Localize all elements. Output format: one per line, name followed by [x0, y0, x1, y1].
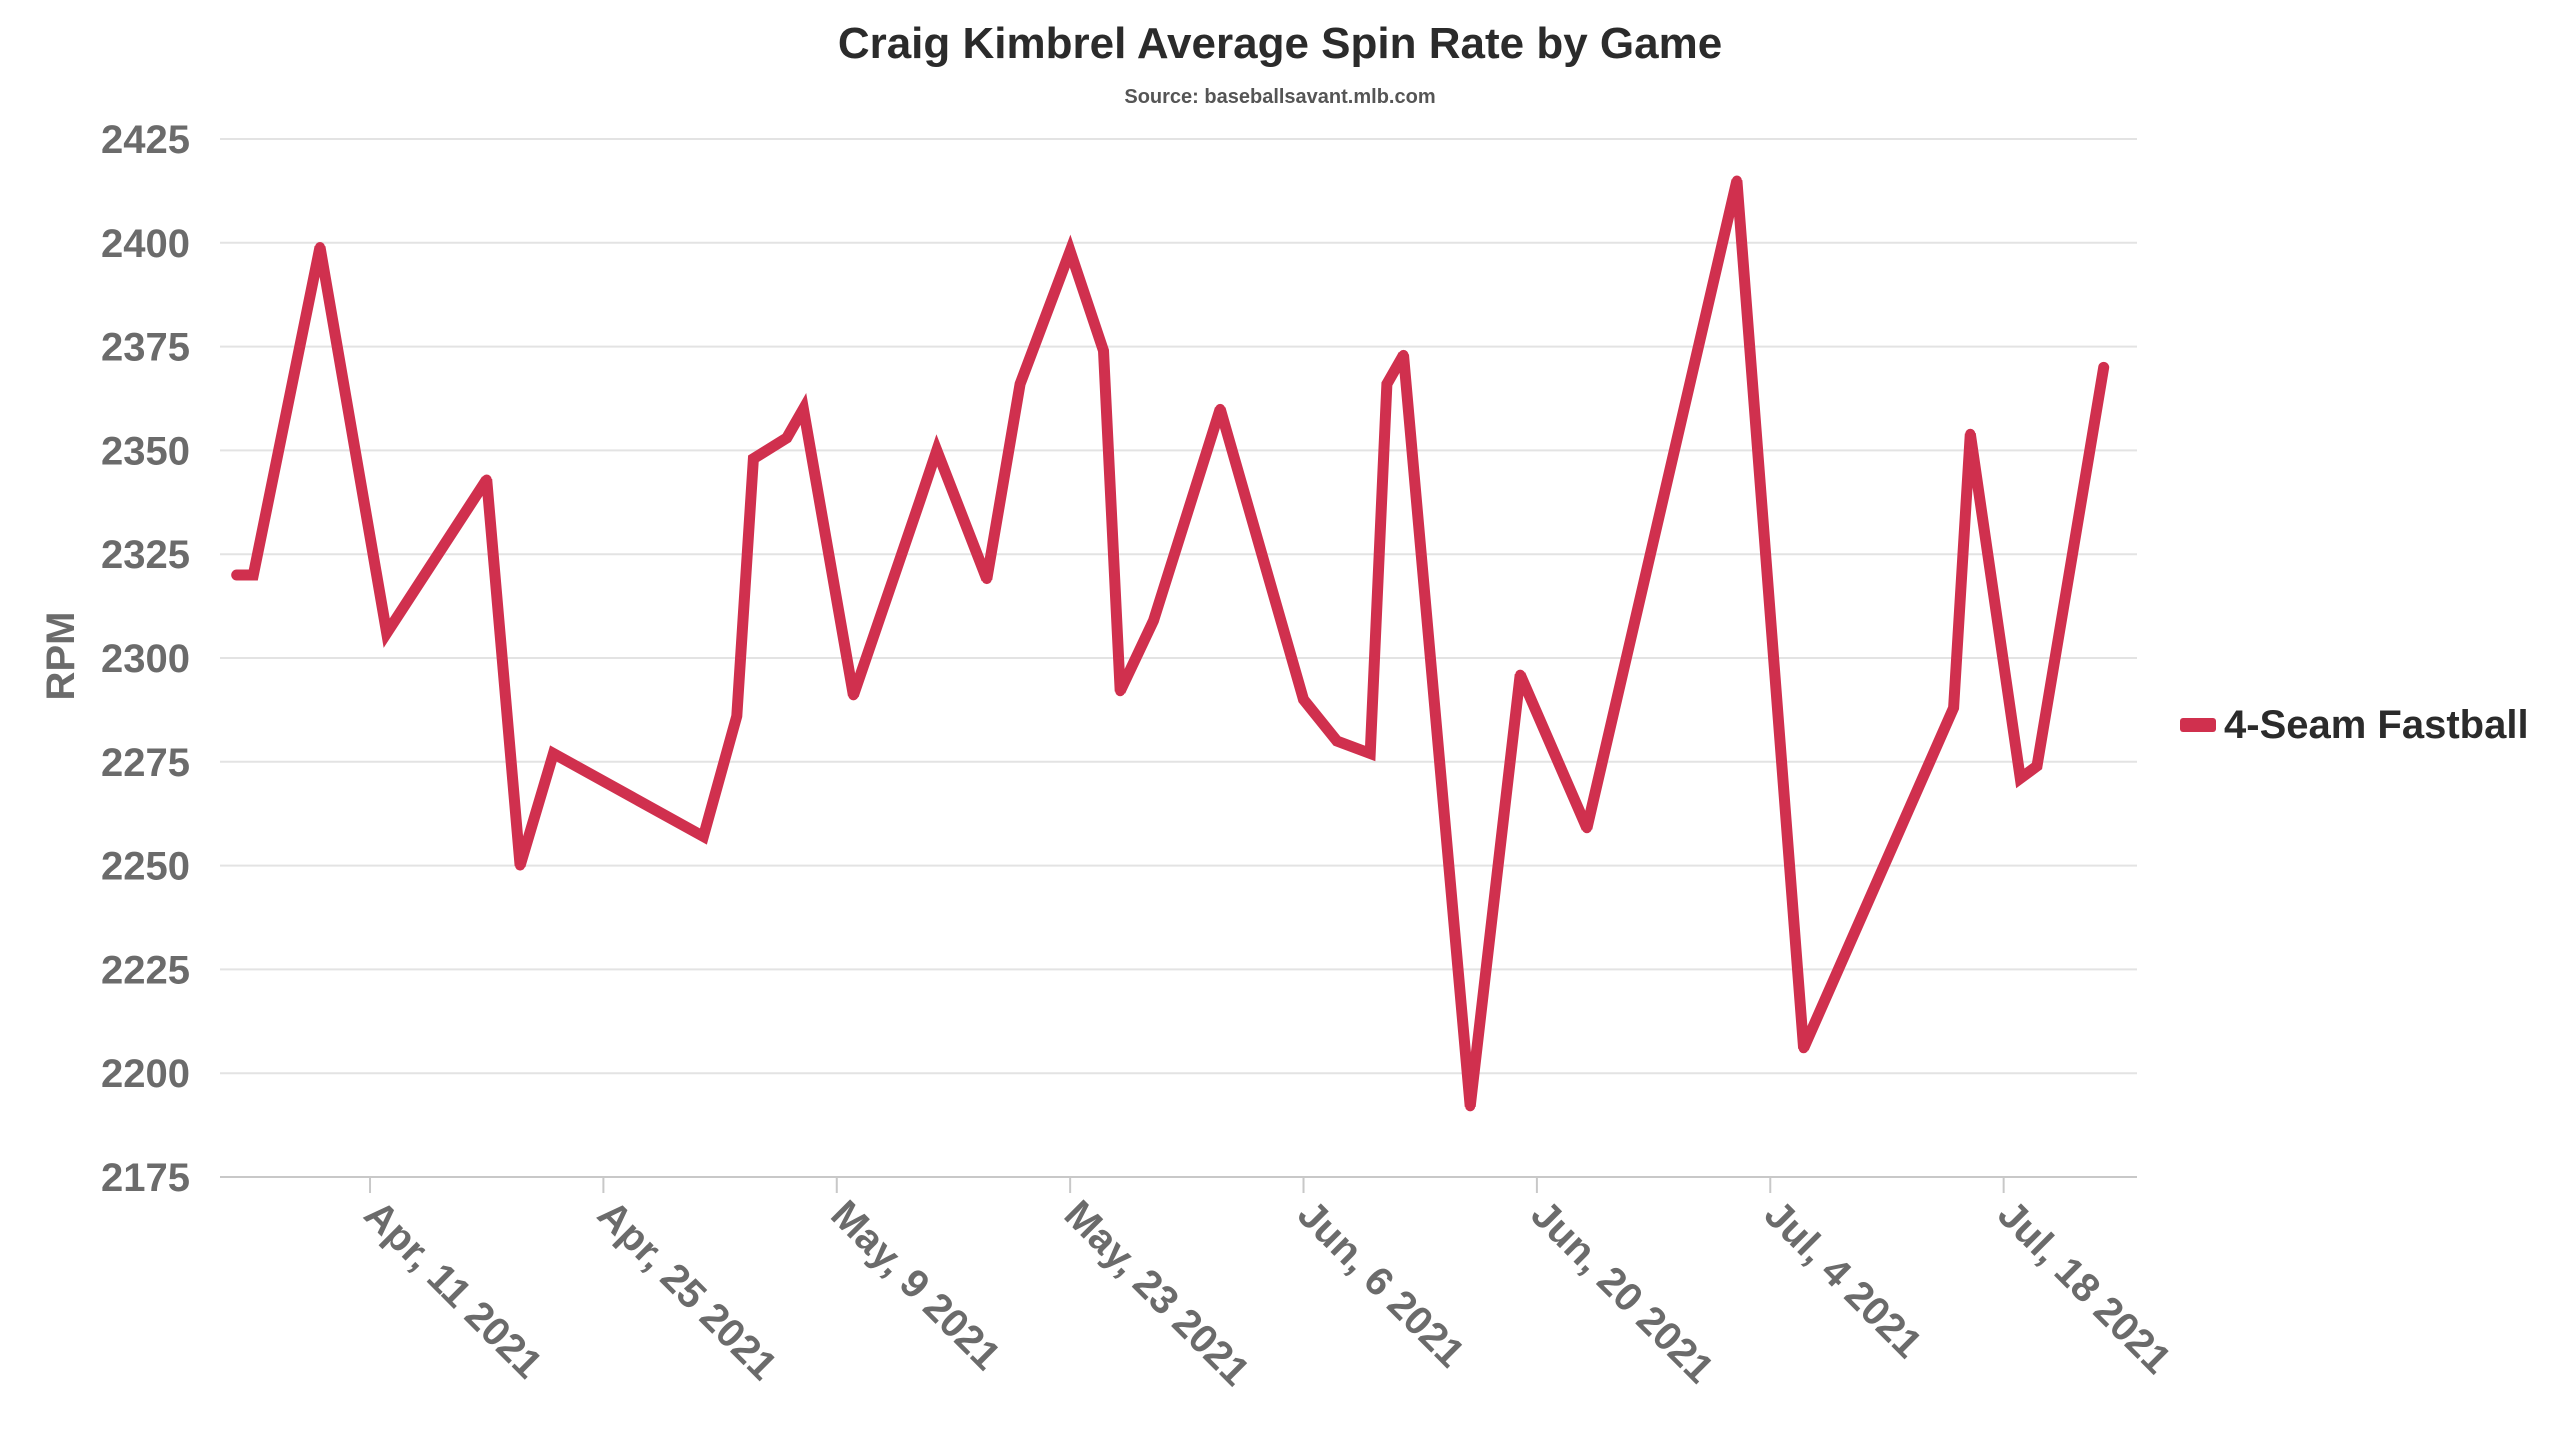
- data-point[interactable]: [698, 831, 709, 842]
- data-point[interactable]: [798, 403, 809, 414]
- x-tick-label: Jun, 20 2021: [1523, 1192, 1722, 1391]
- data-point[interactable]: [2098, 362, 2109, 373]
- y-tick-label: 2175: [101, 1156, 190, 1200]
- data-point[interactable]: [248, 570, 259, 580]
- data-point[interactable]: [1331, 736, 1342, 746]
- data-point[interactable]: [1298, 694, 1309, 705]
- data-point[interactable]: [1098, 345, 1109, 356]
- data-point[interactable]: [515, 860, 526, 871]
- data-point[interactable]: [1965, 428, 1976, 439]
- y-tick-label: 2300: [101, 637, 190, 681]
- data-point[interactable]: [381, 628, 392, 639]
- data-point[interactable]: [915, 495, 926, 506]
- legend[interactable]: 4-Seam Fastball: [2180, 703, 2529, 747]
- y-tick-label: 2275: [101, 741, 190, 785]
- legend-label-4-seam-fastball: 4-Seam Fastball: [2224, 703, 2529, 747]
- data-point[interactable]: [1398, 349, 1409, 360]
- x-tick-label: Jul, 4 2021: [1756, 1192, 1930, 1366]
- data-point[interactable]: [315, 242, 325, 252]
- data-point[interactable]: [1148, 615, 1159, 626]
- chart-title: Craig Kimbrel Average Spin Rate by Game: [838, 19, 1722, 68]
- data-point[interactable]: [1015, 379, 1026, 389]
- data-point[interactable]: [481, 474, 492, 485]
- x-tick-label: Jun, 6 2021: [1289, 1192, 1473, 1376]
- series-line-4-seam-fastball[interactable]: [231, 179, 2110, 1108]
- series-layer: [231, 175, 2110, 1112]
- y-tick-label: 2375: [101, 326, 190, 370]
- y-tick-label: 2250: [101, 845, 190, 889]
- x-tick-label: Apr, 25 2021: [589, 1192, 785, 1388]
- x-axis-ticks: Apr, 11 2021 Apr, 25 2021 May, 9 2021 May, …: [356, 1177, 2179, 1394]
- x-tick-label: May, 9 2021: [822, 1192, 1008, 1378]
- data-point[interactable]: [781, 432, 792, 443]
- data-point[interactable]: [1365, 748, 1376, 759]
- data-point[interactable]: [748, 453, 759, 464]
- y-tick-label: 2425: [101, 118, 190, 162]
- data-point[interactable]: [1581, 823, 1592, 834]
- data-point[interactable]: [1215, 403, 1226, 414]
- data-point[interactable]: [848, 690, 859, 701]
- data-point[interactable]: [1065, 246, 1076, 257]
- data-point[interactable]: [2015, 773, 2026, 784]
- y-tick-label: 2350: [101, 429, 190, 473]
- y-axis-ticks: 2175 2200 2225 2250 2275 2300 2325 2350 2375 2400…: [101, 118, 190, 1200]
- data-point[interactable]: [1465, 1101, 1476, 1112]
- data-point[interactable]: [1115, 686, 1126, 697]
- y-tick-label: 2200: [101, 1052, 190, 1096]
- data-point[interactable]: [1798, 1043, 1809, 1054]
- y-tick-label: 2400: [101, 222, 190, 266]
- data-point[interactable]: [231, 570, 242, 580]
- x-tick-label: Jul, 18 2021: [1989, 1192, 2179, 1382]
- chart-subtitle: Source: baseballsavant.mlb.com: [1124, 86, 1435, 108]
- data-point[interactable]: [548, 748, 559, 759]
- data-point[interactable]: [1381, 379, 1392, 389]
- data-point[interactable]: [931, 445, 942, 456]
- data-point[interactable]: [1731, 175, 1742, 186]
- y-tick-label: 2325: [101, 533, 190, 577]
- data-point[interactable]: [2032, 761, 2042, 771]
- legend-swatch-4-seam-fastball: [2180, 718, 2216, 732]
- y-axis-label: RPM: [39, 612, 83, 701]
- data-point[interactable]: [731, 711, 742, 722]
- x-tick-label: May, 23 2021: [1056, 1192, 1258, 1394]
- x-tick-label: Apr, 11 2021: [356, 1192, 551, 1387]
- data-point[interactable]: [1948, 702, 1959, 713]
- y-tick-label: 2225: [101, 948, 190, 992]
- data-point[interactable]: [1515, 669, 1526, 680]
- data-point[interactable]: [981, 574, 992, 585]
